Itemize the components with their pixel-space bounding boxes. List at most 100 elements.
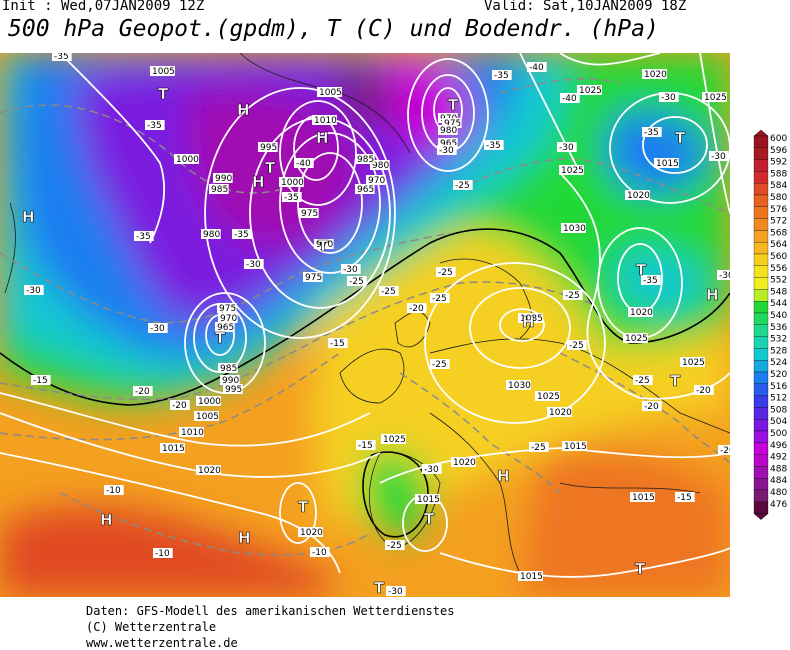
isotherm-label: -25 [349, 277, 364, 287]
scale-swatch [753, 147, 769, 160]
isobar-label-bg [518, 571, 543, 581]
isobar-label-bg [223, 384, 243, 394]
isobar-label: 1010 [314, 116, 337, 126]
isobar-label-bg [314, 239, 334, 249]
scale-swatch [753, 442, 769, 455]
isotherm-label-bg [104, 485, 124, 495]
scale-label: 500 [770, 429, 787, 439]
low-pressure-marker: T [675, 129, 686, 147]
isobar-label-bg [628, 307, 653, 317]
isobar-label-bg [577, 85, 602, 95]
isotherm-label-bg [567, 340, 587, 350]
isotherm-label-bg [453, 180, 473, 190]
isotherm-label: -25 [432, 294, 447, 304]
isobar-label: 1025 [537, 392, 560, 402]
scale-swatch [753, 265, 769, 278]
scale-label: 576 [770, 205, 787, 215]
isobar-label-bg [303, 272, 323, 282]
isobar-label-bg [196, 396, 221, 406]
scale-label: 532 [770, 335, 787, 345]
scale-swatch [753, 206, 769, 219]
isobar-label-bg [451, 457, 476, 467]
scale-swatch [753, 454, 769, 467]
scale-label: 520 [770, 370, 787, 380]
scale-label: 504 [770, 417, 787, 427]
isotherm-label: -20 [696, 386, 711, 396]
isobar-label: 1030 [563, 224, 586, 234]
isotherm-label-bg [422, 464, 442, 474]
low-pressure-marker: T [298, 498, 309, 516]
isobar-label-bg [279, 177, 304, 187]
scale-label: 564 [770, 240, 787, 250]
scale-swatch [753, 360, 769, 373]
isobar-label-bg [442, 118, 462, 128]
isotherm-label-bg [694, 385, 714, 395]
isobar-label: 1025 [682, 358, 705, 368]
isotherm-label-bg [642, 401, 662, 411]
scale-label: 580 [770, 193, 787, 203]
footer-website-link[interactable]: www.wetterzentrale.de [86, 636, 238, 650]
scale-swatch [753, 383, 769, 396]
isobar-label: 1005 [319, 88, 342, 98]
scale-label: 524 [770, 358, 787, 368]
isobar-label: 1025 [383, 435, 406, 445]
isobar-label: 1025 [625, 334, 648, 344]
isobar-label: 985 [220, 364, 237, 374]
isobar-label-bg [179, 427, 204, 437]
scale-swatch [753, 253, 769, 266]
isobar-label-bg [217, 303, 237, 313]
isotherm-label-bg [24, 285, 44, 295]
isobar-label-bg [547, 407, 572, 417]
scale-label: 476 [770, 500, 787, 510]
weather-map[interactable]: 1005100510109951000990985100097596597098… [0, 53, 730, 597]
isotherm-label: -30 [150, 324, 165, 334]
scale-label: 596 [770, 146, 787, 156]
scale-swatch [753, 407, 769, 420]
isobar-label-bg [209, 184, 229, 194]
isobar-label: 1015 [520, 572, 543, 582]
scale-swatch [753, 289, 769, 302]
isobar-label: 975 [305, 273, 322, 283]
color-scale-legend: 6005965925885845805765725685645605565525… [753, 130, 787, 520]
isobar-label-bg [506, 380, 531, 390]
isobar-label-bg [415, 494, 440, 504]
scale-label: 600 [770, 134, 787, 144]
isobar-label-bg [150, 66, 175, 76]
scale-swatch [753, 419, 769, 432]
isobar-label-bg [213, 173, 233, 183]
isotherm-label: -30 [661, 93, 676, 103]
isobar-label: 1000 [198, 397, 221, 407]
scale-label: 496 [770, 441, 787, 451]
isotherm-label: -15 [33, 376, 48, 386]
isotherm-label-bg [436, 267, 456, 277]
isobar-label: 970 [316, 240, 333, 250]
isobar-label: 1020 [549, 408, 572, 418]
isobar-label: 970 [368, 176, 385, 186]
isotherm-label-bg [52, 53, 72, 61]
isobar-label: 975 [444, 119, 461, 129]
scale-label: 508 [770, 405, 787, 415]
scale-bottom-arrow [753, 513, 769, 520]
isotherm-label-bg [282, 192, 302, 202]
isobar-label-bg [625, 190, 650, 200]
isotherm-label: -20 [409, 304, 424, 314]
isobar-label: 1025 [561, 166, 584, 176]
isotherm-label-bg [709, 151, 729, 161]
scale-label: 552 [770, 276, 787, 286]
scale-label: 512 [770, 394, 787, 404]
scale-top-arrow [753, 130, 769, 137]
isobar-label-bg [355, 184, 375, 194]
low-pressure-marker: T [635, 560, 646, 578]
isobar-label: 975 [219, 304, 236, 314]
scale-label: 588 [770, 169, 787, 179]
isobar-label: 1005 [152, 67, 175, 77]
isotherm-label-bg [675, 492, 695, 502]
isotherm-label: -35 [136, 232, 151, 242]
isobar-label: 1005 [196, 412, 219, 422]
scale-swatch [753, 183, 769, 196]
isobar-label: 1015 [632, 493, 655, 503]
isotherm-label: -35 [284, 193, 299, 203]
scale-label: 516 [770, 382, 787, 392]
height-field [0, 53, 730, 597]
